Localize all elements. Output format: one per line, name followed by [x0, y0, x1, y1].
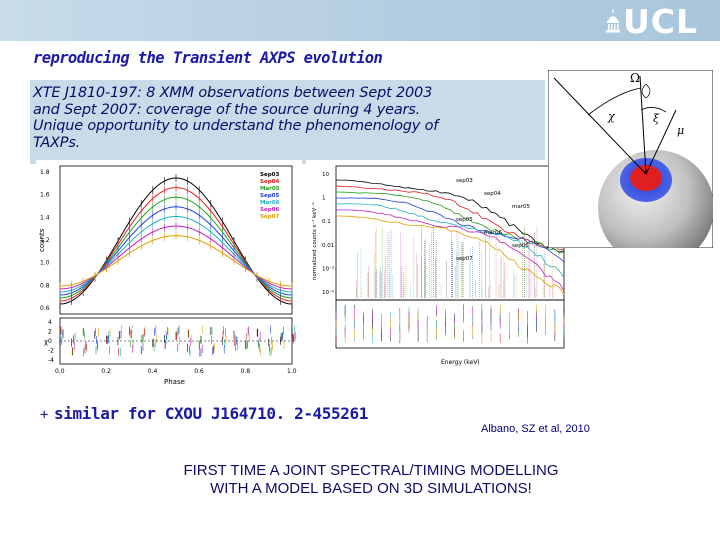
conclusion-line: WITH A MODEL BASED ON 3D SIMULATIONS!	[210, 480, 532, 497]
pulse-legend-entry: Sep07	[260, 214, 279, 220]
header-bar: UCL	[0, 0, 720, 41]
pulse-xtick-label: 1.0	[287, 368, 297, 375]
spectrum-series-label: sep06	[512, 243, 529, 249]
spectrum-ytick-label: 1	[322, 196, 326, 202]
spectrum-curve	[335, 185, 565, 251]
spectrum-series-label: sep04	[484, 191, 501, 197]
pulse-xtick-label: 0.0	[55, 368, 65, 375]
slide-title: reproducing the Transient AXPS evolution	[33, 49, 383, 67]
pulse-ytick-label: 1.2	[40, 237, 50, 244]
pulse-profile-figure: 1.8 1.6 1.4 1.2 1.0 0.8 0.6 4 2 0 -2 -4 0.0 0.2 0.4 0…	[36, 160, 302, 400]
intro-line: XTE J1810-197: 8 XMM observations betwee…	[33, 85, 433, 101]
pulse-curve	[59, 235, 293, 287]
ucl-logo-text: UCL	[622, 2, 698, 41]
conclusion-text: FIRST TIME A JOINT SPECTRAL/TIMING MODEL…	[110, 462, 632, 498]
geometry-figure: Ω χ ξ μ	[547, 69, 714, 266]
pulse-xlabel: Phase	[164, 378, 185, 386]
omega-label: Ω	[630, 71, 640, 85]
pulse-xtick-label: 0.2	[101, 368, 111, 375]
residual-ytick-label: 2	[48, 329, 52, 336]
pulse-ytick-label: 1.8	[40, 169, 50, 176]
chi-label: χ	[607, 110, 616, 123]
residual-ytick-label: 0	[48, 338, 52, 345]
pulse-ytick-label: 1.6	[40, 192, 50, 199]
xi-label: ξ	[653, 112, 660, 125]
spectrum-curve	[335, 209, 565, 292]
residual-ylabel: χ	[44, 338, 48, 346]
mu-label: μ	[677, 124, 684, 137]
spectrum-series-label: mar06	[484, 230, 502, 236]
spectrum-ytick-label: 10⁻³	[322, 265, 334, 272]
spectrum-ytick-label: 0.1	[322, 219, 331, 225]
citation: Albano, SZ et al, 2010	[481, 423, 590, 435]
ucl-dome-icon	[605, 9, 620, 33]
pulse-legend-entry: Mar05	[260, 186, 280, 192]
spectrum-series-label: sep05	[456, 217, 473, 223]
residual-ytick-label: -4	[48, 357, 54, 364]
spectrum-ytick-label: 0.01	[322, 243, 334, 249]
magnetic-axis	[645, 109, 677, 175]
spectrum-plot: 10 1 0.1 0.01 10⁻³ 10⁻⁴ sep03 sep04 mar05 sep05 m…	[306, 160, 576, 370]
pulse-legend-entry: Sep03	[260, 172, 279, 178]
similar-note: + similar for CXOU J164710. 2-455261	[40, 404, 368, 423]
pulse-axes-frame	[59, 165, 293, 315]
intro-line: and Sept 2007: coverage of the source du…	[33, 101, 421, 118]
spectrum-series-label: sep07	[456, 256, 473, 262]
pulse-ytick-label: 1.4	[40, 214, 50, 221]
intro-line: TAXPs.	[33, 134, 81, 151]
pulse-ytick-label: 0.8	[40, 282, 50, 289]
pulse-xtick-label: 0.4	[148, 368, 158, 375]
residual-ytick-label: 4	[48, 319, 52, 326]
intro-text: XTE J1810-197: 8 XMM observations betwee…	[33, 85, 538, 151]
spectrum-ylabel: normalized counts s⁻¹ keV⁻¹	[311, 203, 318, 280]
rotation-axis	[639, 75, 647, 175]
intro-background	[30, 80, 545, 164]
pulse-legend-entry: Sep06	[260, 207, 279, 213]
pulse-legend-entry: Sep04	[260, 179, 279, 185]
spectrum-curve	[335, 179, 565, 253]
conclusion-line: FIRST TIME A JOINT SPECTRAL/TIMING MODEL…	[183, 462, 559, 479]
bullet-plus: +	[40, 407, 49, 423]
ucl-logo: UCL	[605, 2, 698, 41]
spectrum-curve	[336, 197, 565, 263]
spectrum-curve	[336, 215, 565, 295]
spectrum-series-label: mar05	[512, 204, 530, 210]
spectrum-xlabel: Energy (keV)	[441, 359, 480, 366]
pulse-ytick-label: 1.0	[40, 260, 50, 267]
polar-cap-hotspot	[630, 165, 662, 191]
pulse-ytick-label: 0.6	[40, 305, 50, 312]
spectrum-curve	[335, 203, 565, 279]
spectrum-series-label: sep03	[456, 178, 473, 184]
pulse-profile-plot: 1.8 1.6 1.4 1.2 1.0 0.8 0.6 4 2 0 -2 -4 0.0 0.2 0.4 0…	[36, 160, 302, 400]
spectrum-figure: 10 1 0.1 0.01 10⁻³ 10⁻⁴ sep03 sep04 mar05 sep05 m…	[306, 160, 576, 370]
similar-text: similar for CXOU J164710. 2-455261	[54, 404, 368, 423]
pulse-legend-entry: Mar06	[260, 200, 280, 206]
residual-ytick-label: -2	[48, 348, 54, 355]
intro-line: Unique opportunity to understand the phe…	[33, 118, 439, 135]
pulse-xtick-label: 0.6	[194, 368, 204, 375]
pulse-xtick-label: 0.8	[241, 368, 251, 375]
spectrum-ytick-label: 10⁻⁴	[322, 289, 335, 296]
star-geometry-diagram: Ω χ ξ μ	[547, 69, 714, 266]
line-of-sight	[553, 77, 647, 175]
pulse-legend-entry: Sep05	[260, 193, 279, 199]
pulse-ylabel: counts	[38, 228, 46, 252]
spectrum-ytick-label: 10	[322, 172, 329, 178]
